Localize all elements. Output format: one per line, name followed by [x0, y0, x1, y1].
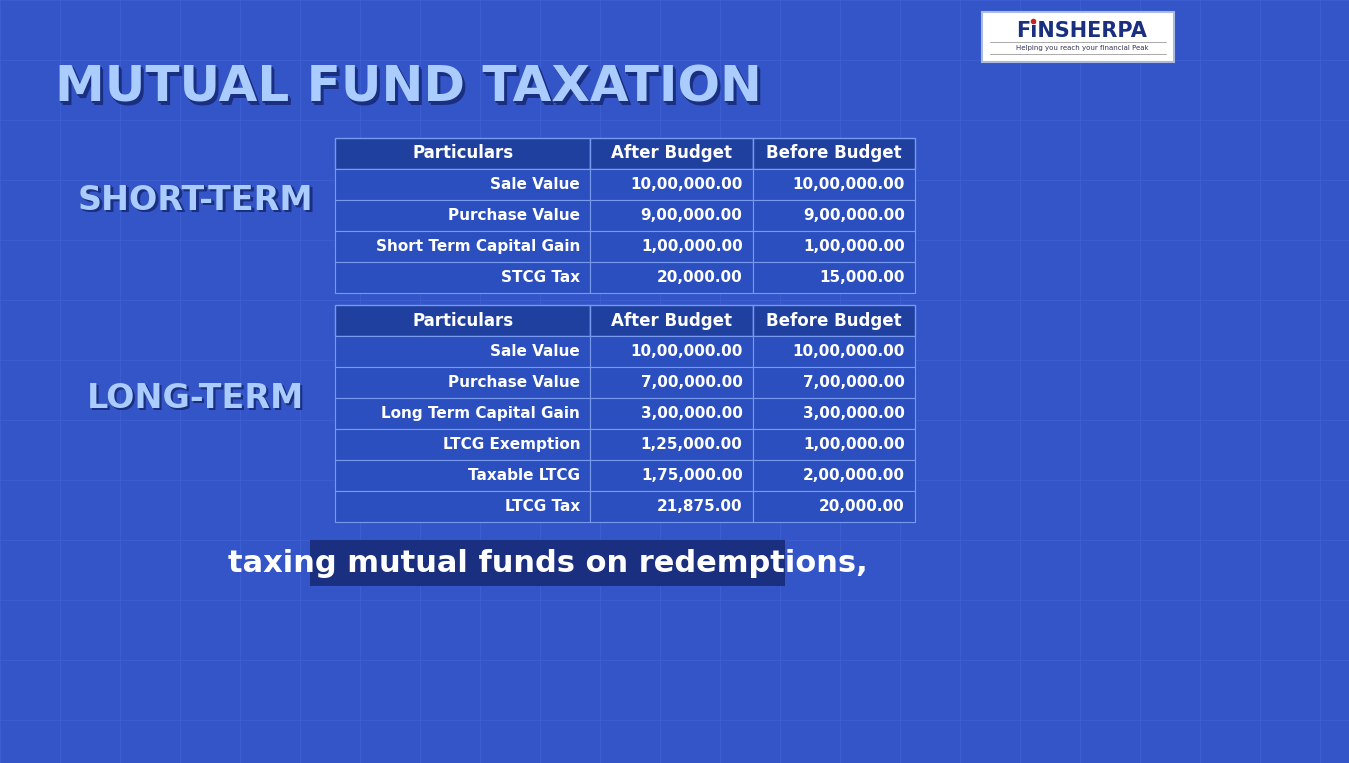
Bar: [335, 305, 591, 336]
Text: 1,25,000.00: 1,25,000.00: [641, 437, 742, 452]
Text: LONG-TERM: LONG-TERM: [89, 384, 306, 417]
Text: Helping you reach your financial Peak: Helping you reach your financial Peak: [1016, 45, 1148, 51]
Text: taxing mutual funds on redemptions,: taxing mutual funds on redemptions,: [228, 549, 867, 578]
Bar: [753, 305, 915, 336]
Text: SHORT-TERM: SHORT-TERM: [78, 185, 314, 217]
Text: Purchase Value: Purchase Value: [448, 375, 580, 390]
Text: 7,00,000.00: 7,00,000.00: [803, 375, 905, 390]
Text: After Budget: After Budget: [611, 311, 733, 330]
Text: Sale Value: Sale Value: [491, 344, 580, 359]
Bar: [335, 200, 591, 231]
Bar: [753, 200, 915, 231]
Bar: [335, 169, 591, 200]
Text: Particulars: Particulars: [411, 144, 513, 163]
Bar: [591, 231, 753, 262]
Text: 1,00,000.00: 1,00,000.00: [641, 239, 742, 254]
Bar: [753, 336, 915, 367]
Bar: [335, 398, 591, 429]
Bar: [591, 398, 753, 429]
Text: 10,00,000.00: 10,00,000.00: [793, 177, 905, 192]
Text: SHORT-TERM: SHORT-TERM: [80, 185, 314, 218]
Text: STCG Tax: STCG Tax: [500, 270, 580, 285]
Bar: [591, 200, 753, 231]
Bar: [335, 336, 591, 367]
Bar: [753, 491, 915, 522]
Text: Purchase Value: Purchase Value: [448, 208, 580, 223]
Text: Long Term Capital Gain: Long Term Capital Gain: [382, 406, 580, 421]
Bar: [335, 262, 591, 293]
Text: 20,000.00: 20,000.00: [657, 270, 742, 285]
Text: LTCG Exemption: LTCG Exemption: [442, 437, 580, 452]
Bar: [753, 398, 915, 429]
Bar: [591, 491, 753, 522]
Bar: [753, 429, 915, 460]
Text: 21,875.00: 21,875.00: [657, 499, 742, 514]
Text: 3,00,000.00: 3,00,000.00: [641, 406, 742, 421]
Bar: [310, 540, 785, 586]
Bar: [753, 169, 915, 200]
Text: Particulars: Particulars: [411, 311, 513, 330]
Bar: [591, 429, 753, 460]
Text: MUTUAL FUND TAXATION: MUTUAL FUND TAXATION: [57, 66, 764, 114]
Text: 3,00,000.00: 3,00,000.00: [803, 406, 905, 421]
Text: 20,000.00: 20,000.00: [819, 499, 905, 514]
Text: LONG-TERM: LONG-TERM: [86, 382, 304, 414]
Text: LONG-TERM: LONG-TERM: [89, 385, 306, 417]
Bar: [591, 305, 753, 336]
Bar: [591, 336, 753, 367]
Text: 1,00,000.00: 1,00,000.00: [803, 239, 905, 254]
Bar: [335, 138, 591, 169]
Bar: [591, 262, 753, 293]
Bar: [753, 138, 915, 169]
Text: Short Term Capital Gain: Short Term Capital Gain: [376, 239, 580, 254]
Bar: [591, 169, 753, 200]
Text: 10,00,000.00: 10,00,000.00: [630, 177, 742, 192]
Bar: [591, 460, 753, 491]
Bar: [335, 491, 591, 522]
Bar: [753, 367, 915, 398]
Text: 7,00,000.00: 7,00,000.00: [641, 375, 742, 390]
Text: 9,00,000.00: 9,00,000.00: [641, 208, 742, 223]
Bar: [753, 460, 915, 491]
Bar: [335, 231, 591, 262]
Text: MUTUAL FUND TAXATION: MUTUAL FUND TAXATION: [58, 67, 765, 115]
Text: SHORT-TERM: SHORT-TERM: [77, 183, 313, 217]
Bar: [591, 367, 753, 398]
Text: 10,00,000.00: 10,00,000.00: [630, 344, 742, 359]
Text: 10,00,000.00: 10,00,000.00: [793, 344, 905, 359]
Bar: [753, 262, 915, 293]
Bar: [982, 12, 1174, 62]
Text: After Budget: After Budget: [611, 144, 733, 163]
Text: Taxable LTCG: Taxable LTCG: [468, 468, 580, 483]
Text: MUTUAL FUND TAXATION: MUTUAL FUND TAXATION: [57, 65, 764, 113]
Text: FiNSHERPA: FiNSHERPA: [1016, 21, 1147, 41]
Bar: [335, 460, 591, 491]
Bar: [335, 429, 591, 460]
Text: Before Budget: Before Budget: [766, 144, 901, 163]
Text: 15,000.00: 15,000.00: [819, 270, 905, 285]
Text: 1,75,000.00: 1,75,000.00: [641, 468, 742, 483]
Text: 1,00,000.00: 1,00,000.00: [803, 437, 905, 452]
Text: Before Budget: Before Budget: [766, 311, 901, 330]
Text: SHORT-TERM: SHORT-TERM: [80, 186, 316, 220]
Text: Sale Value: Sale Value: [491, 177, 580, 192]
Text: MUTUAL FUND TAXATION: MUTUAL FUND TAXATION: [55, 64, 762, 112]
Bar: [335, 367, 591, 398]
Text: LTCG Tax: LTCG Tax: [505, 499, 580, 514]
Bar: [591, 138, 753, 169]
Bar: [753, 231, 915, 262]
Text: LONG-TERM: LONG-TERM: [88, 382, 305, 416]
Text: 2,00,000.00: 2,00,000.00: [803, 468, 905, 483]
Text: 9,00,000.00: 9,00,000.00: [803, 208, 905, 223]
